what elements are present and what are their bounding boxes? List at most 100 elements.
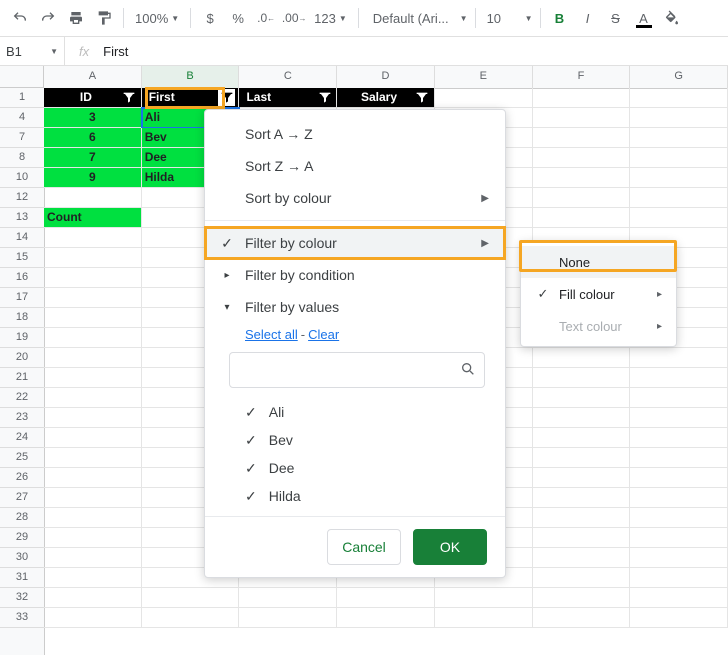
cell[interactable] xyxy=(44,308,142,328)
cell[interactable] xyxy=(533,408,631,428)
row-header[interactable]: 31 xyxy=(0,568,44,588)
decrease-decimal-icon[interactable]: .0← xyxy=(254,6,278,30)
bold-button[interactable]: B xyxy=(548,6,572,30)
cell[interactable] xyxy=(239,608,337,628)
cell[interactable] xyxy=(44,288,142,308)
cell[interactable] xyxy=(533,468,631,488)
cell[interactable] xyxy=(533,128,631,148)
cell[interactable] xyxy=(630,488,728,508)
filter-search-input[interactable] xyxy=(229,352,485,388)
filter-value-item[interactable]: ✓Hilda xyxy=(245,482,485,510)
row-header[interactable]: 17 xyxy=(0,288,44,308)
cell[interactable] xyxy=(44,488,142,508)
menu-sort-za[interactable]: Sort Z → A xyxy=(205,150,505,182)
cell[interactable] xyxy=(44,248,142,268)
cell[interactable] xyxy=(435,88,533,108)
strike-button[interactable]: S xyxy=(604,6,628,30)
filter-value-item[interactable]: ✓Bev xyxy=(245,426,485,454)
cell[interactable] xyxy=(533,388,631,408)
submenu-none[interactable]: None xyxy=(521,246,676,278)
row-header[interactable]: 16 xyxy=(0,268,44,288)
cell[interactable] xyxy=(44,268,142,288)
cell[interactable] xyxy=(630,348,728,368)
cell[interactable] xyxy=(533,568,631,588)
cell[interactable]: 7 xyxy=(44,148,142,168)
cell[interactable] xyxy=(630,148,728,168)
row-header[interactable]: 15 xyxy=(0,248,44,268)
cell[interactable] xyxy=(630,568,728,588)
cell[interactable] xyxy=(630,408,728,428)
clear-link[interactable]: Clear xyxy=(308,327,339,342)
cell[interactable] xyxy=(533,588,631,608)
cell[interactable]: 3 xyxy=(44,108,142,128)
cell[interactable] xyxy=(533,348,631,368)
row-header[interactable]: 28 xyxy=(0,508,44,528)
cell[interactable] xyxy=(44,228,142,248)
cell[interactable] xyxy=(630,128,728,148)
row-header[interactable]: 1 xyxy=(0,88,44,108)
cell[interactable] xyxy=(630,208,728,228)
cell[interactable] xyxy=(533,148,631,168)
cell[interactable] xyxy=(533,88,631,108)
undo-icon[interactable] xyxy=(8,6,32,30)
cell[interactable]: First xyxy=(142,88,240,108)
cell[interactable] xyxy=(533,368,631,388)
cell[interactable] xyxy=(44,328,142,348)
cell[interactable] xyxy=(44,588,142,608)
cell[interactable]: Last xyxy=(239,88,337,108)
cell[interactable] xyxy=(533,188,631,208)
row-header[interactable]: 10 xyxy=(0,168,44,188)
column-header[interactable]: F xyxy=(533,66,631,88)
menu-sort-az[interactable]: Sort A → Z xyxy=(205,118,505,150)
cell[interactable] xyxy=(630,88,728,108)
paint-format-icon[interactable] xyxy=(92,6,116,30)
cell[interactable] xyxy=(533,488,631,508)
row-header[interactable]: 14 xyxy=(0,228,44,248)
cell[interactable] xyxy=(142,608,240,628)
cell[interactable] xyxy=(44,188,142,208)
menu-filter-condition[interactable]: ▸ Filter by condition xyxy=(205,259,505,291)
cell[interactable] xyxy=(435,608,533,628)
filter-icon[interactable] xyxy=(218,89,235,106)
cell[interactable] xyxy=(630,548,728,568)
cell[interactable]: 9 xyxy=(44,168,142,188)
cell[interactable]: 6 xyxy=(44,128,142,148)
zoom-select[interactable]: 100% ▼ xyxy=(131,11,183,26)
column-header[interactable]: B xyxy=(142,66,240,88)
row-header[interactable]: 8 xyxy=(0,148,44,168)
formula-input[interactable]: First xyxy=(103,44,728,59)
select-all-corner[interactable] xyxy=(0,66,44,88)
filter-icon[interactable] xyxy=(121,89,138,106)
cell[interactable] xyxy=(44,448,142,468)
row-header[interactable]: 19 xyxy=(0,328,44,348)
row-header[interactable]: 27 xyxy=(0,488,44,508)
cell[interactable] xyxy=(337,588,435,608)
cell[interactable] xyxy=(630,428,728,448)
cell[interactable] xyxy=(630,188,728,208)
cell[interactable] xyxy=(533,108,631,128)
cell[interactable] xyxy=(630,368,728,388)
cell[interactable] xyxy=(630,388,728,408)
cell[interactable] xyxy=(533,528,631,548)
cell[interactable] xyxy=(630,528,728,548)
cell[interactable] xyxy=(142,588,240,608)
row-header[interactable]: 20 xyxy=(0,348,44,368)
row-header[interactable]: 4 xyxy=(0,108,44,128)
menu-filter-colour[interactable]: ✓ Filter by colour ▶ xyxy=(205,227,505,259)
print-icon[interactable] xyxy=(64,6,88,30)
cell[interactable] xyxy=(533,168,631,188)
cell[interactable] xyxy=(44,528,142,548)
cell[interactable] xyxy=(630,468,728,488)
redo-icon[interactable] xyxy=(36,6,60,30)
text-color-button[interactable]: A xyxy=(632,6,656,30)
row-header[interactable]: 33 xyxy=(0,608,44,628)
row-header[interactable]: 13 xyxy=(0,208,44,228)
submenu-text-colour[interactable]: Text colour ▸ xyxy=(521,310,676,342)
row-header[interactable]: 21 xyxy=(0,368,44,388)
cell[interactable] xyxy=(533,448,631,468)
cell[interactable] xyxy=(533,548,631,568)
cell[interactable] xyxy=(630,508,728,528)
column-header[interactable]: G xyxy=(630,66,728,88)
column-header[interactable]: C xyxy=(239,66,337,88)
font-size-select[interactable]: 10 xyxy=(483,11,521,26)
